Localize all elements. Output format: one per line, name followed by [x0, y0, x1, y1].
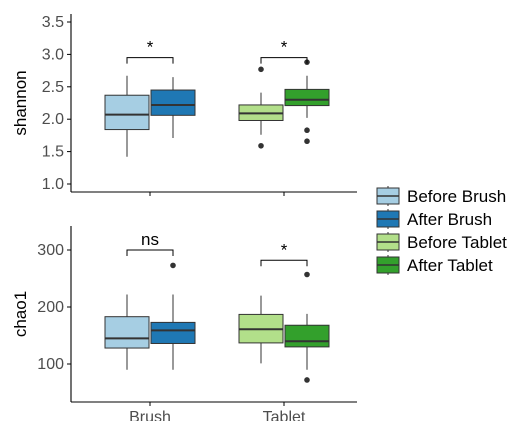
box-after-brush [150, 77, 196, 138]
significance-bracket: * [260, 38, 308, 64]
legend-item: After Tablet [376, 255, 493, 275]
bracket-line [260, 57, 308, 64]
legend-label: After Brush [407, 210, 492, 229]
box-body [150, 89, 196, 116]
box-body [150, 321, 196, 344]
legend-label: After Tablet [407, 256, 493, 275]
box-body [104, 94, 150, 131]
shannon-panel: 1.0 1.5 2.0 2.5 3.0 3.5 shannon * * [11, 14, 357, 196]
legend-item: Before Tablet [376, 232, 507, 252]
y-tick-label: 2.5 [42, 79, 64, 96]
outlier-point [304, 377, 310, 383]
legend-label: Before Tablet [407, 233, 507, 252]
box-before-brush [104, 294, 150, 370]
legend-item: Before Brush [376, 186, 506, 206]
x-tick-label: Tablet [263, 409, 306, 421]
outlier-point [170, 262, 176, 269]
significance-label: ns [141, 230, 159, 249]
legend-label: Before Brush [407, 187, 506, 206]
y-tick-label: 1.5 [42, 144, 64, 161]
box-body [284, 324, 330, 348]
y-tick-label: 1.0 [42, 176, 64, 193]
box-after-tablet [284, 59, 330, 145]
outlier-point [304, 138, 310, 145]
outlier-point [304, 127, 310, 134]
y-tick-label: 3.5 [42, 14, 64, 31]
significance-label: * [281, 240, 288, 259]
y-tick-label: 100 [37, 356, 64, 373]
significance-bracket: * [260, 240, 308, 267]
box-after-brush [150, 262, 196, 370]
box-after-tablet [284, 271, 330, 383]
outlier-point [258, 66, 264, 73]
outlier-point [304, 271, 310, 278]
significance-bracket: ns [126, 230, 174, 256]
significance-bracket: * [126, 38, 174, 64]
legend: Before Brush After Brush Before Tablet Afte… [376, 186, 507, 275]
y-tick-label: 300 [37, 242, 64, 259]
chao1-panel: 100 200 300 chao1 Brush Tablet ns * [11, 226, 357, 421]
outlier-point [258, 142, 264, 149]
y-axis-title: chao1 [11, 291, 30, 337]
y-tick-label: 2.0 [42, 111, 64, 128]
bracket-line [126, 57, 174, 64]
legend-item: After Brush [376, 209, 492, 229]
y-tick-label: 3.0 [42, 46, 64, 63]
bracket-line [260, 259, 308, 267]
bracket-line [126, 249, 174, 256]
y-axis-title: shannon [11, 70, 30, 135]
box-before-brush [104, 75, 150, 157]
box-body [104, 316, 150, 349]
y-tick-label: 200 [37, 299, 64, 316]
significance-label: * [147, 38, 154, 57]
x-tick-label: Brush [129, 409, 171, 421]
box-before-tablet [238, 295, 284, 364]
box-before-tablet [238, 66, 284, 149]
box-body [284, 88, 330, 107]
significance-label: * [281, 38, 288, 57]
